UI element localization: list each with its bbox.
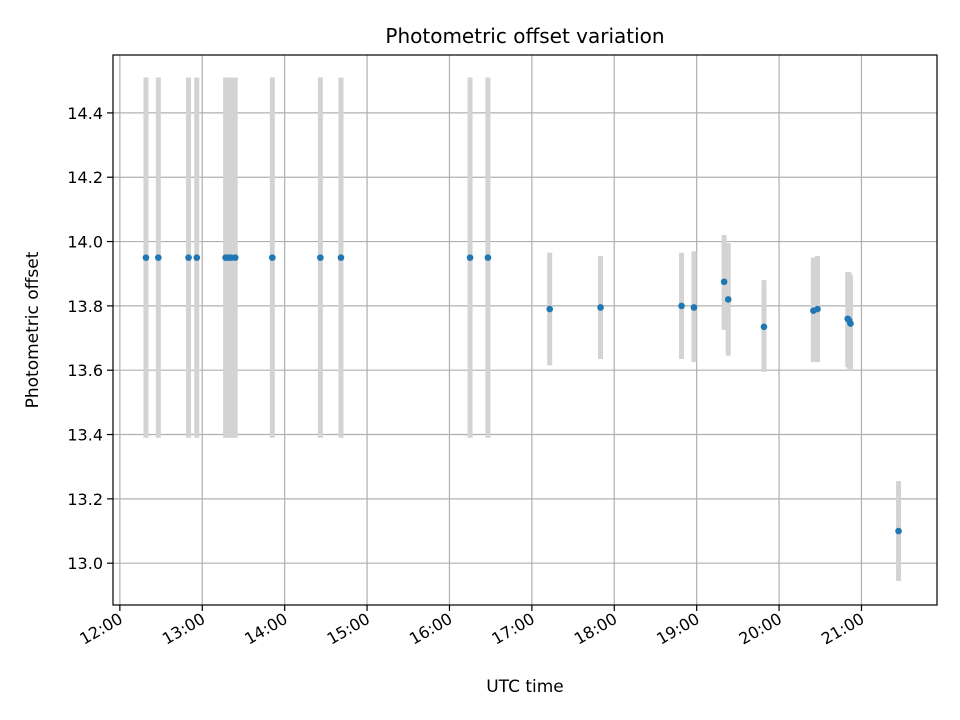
y-tick-label: 14.4 <box>67 104 103 123</box>
y-axis-label: Photometric offset <box>23 251 43 408</box>
data-point <box>760 323 768 331</box>
data-point <box>895 527 902 535</box>
data-point <box>484 254 492 261</box>
plot-frame <box>112 54 938 606</box>
data-point <box>597 304 604 311</box>
grid <box>113 55 937 605</box>
data-point <box>337 254 345 261</box>
y-tick-label: 13.0 <box>67 554 103 573</box>
data-points <box>142 254 902 535</box>
data-point <box>847 320 854 327</box>
x-axis-label: UTC time <box>486 677 564 697</box>
data-point <box>231 254 239 261</box>
y-tick-label: 13.6 <box>67 361 103 380</box>
chart-title: Photometric offset variation <box>385 24 664 48</box>
y-tick-label: 13.4 <box>67 426 103 445</box>
data-point <box>720 278 728 286</box>
data-point <box>317 254 324 261</box>
y-axis-ticks: 13.0 13.2 13.4 13.6 13.8 14.0 14.2 14.4 <box>67 104 113 573</box>
data-point <box>466 254 474 261</box>
data-point <box>142 254 150 261</box>
data-point <box>546 305 554 313</box>
y-tick-label: 13.2 <box>67 490 103 509</box>
data-point <box>193 254 201 261</box>
data-point <box>814 305 821 313</box>
y-tick-label: 14.2 <box>67 168 103 187</box>
data-point <box>155 254 162 261</box>
data-point <box>678 302 685 310</box>
y-tick-label: 14.0 <box>67 233 103 252</box>
data-point <box>690 304 698 311</box>
y-tick-label: 13.8 <box>67 297 103 316</box>
data-point <box>269 254 276 261</box>
data-point <box>185 254 192 261</box>
data-point <box>724 296 732 303</box>
